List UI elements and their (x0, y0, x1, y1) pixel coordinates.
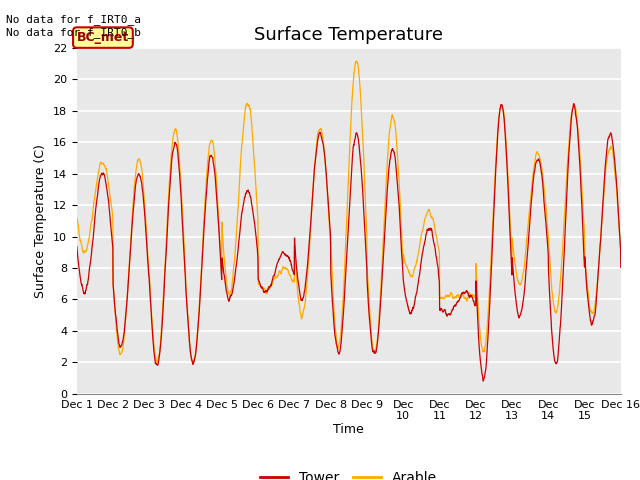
Text: BC_met: BC_met (77, 31, 129, 44)
Y-axis label: Surface Temperature (C): Surface Temperature (C) (35, 144, 47, 298)
Title: Surface Temperature: Surface Temperature (254, 25, 444, 44)
Text: No data for f_IRT0_a
No data for f_IRT0_b: No data for f_IRT0_a No data for f_IRT0_… (6, 14, 141, 38)
X-axis label: Time: Time (333, 423, 364, 436)
Legend: Tower, Arable: Tower, Arable (255, 465, 443, 480)
